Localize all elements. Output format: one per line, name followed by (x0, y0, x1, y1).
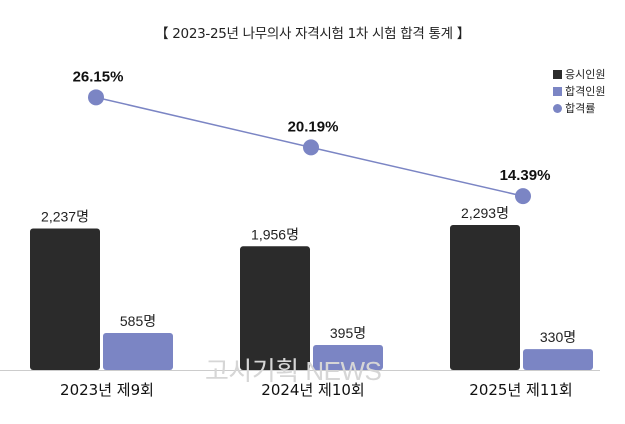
bar-applicants-2 (450, 225, 520, 370)
bar-passers-2 (523, 349, 593, 370)
pass-rate-point-1 (303, 139, 319, 156)
data-label-passers-1: 395명 (330, 325, 366, 341)
legend-swatch-pass-rate (553, 104, 562, 113)
x-tick-label-2: 2025년 제11회 (469, 381, 572, 399)
pass-rate-label-0: 26.15% (73, 68, 124, 85)
data-label-passers-2: 330명 (540, 329, 576, 345)
data-label-applicants-2: 2,293명 (461, 205, 509, 221)
pass-rate-point-2 (515, 188, 531, 205)
bar-passers-0 (103, 333, 173, 370)
legend-item-applicants: 응시인원 (553, 66, 605, 83)
bar-applicants-1 (240, 246, 310, 370)
legend-item-passers: 합격인원 (553, 83, 605, 100)
bar-passers-1 (313, 345, 383, 370)
pass-rate-label-2: 14.39% (500, 167, 551, 184)
legend-item-pass-rate: 합격률 (553, 100, 605, 117)
legend-label-passers: 합격인원 (565, 85, 606, 98)
pass-rate-label-1: 20.19% (288, 118, 339, 135)
legend-label-pass-rate: 합격률 (565, 102, 596, 115)
legend-swatch-applicants (553, 70, 562, 79)
chart-title: 【 2023-25년 나무의사 자격시험 1차 시험 합격 통계 】 (155, 26, 470, 42)
data-label-applicants-0: 2,237명 (41, 209, 89, 225)
legend-swatch-passers (553, 87, 562, 96)
data-label-passers-0: 585명 (120, 313, 156, 329)
x-tick-label-0: 2023년 제9회 (60, 381, 154, 399)
x-tick-label-1: 2024년 제10회 (261, 381, 364, 399)
watermark: 고시기획 NEWS (205, 356, 382, 386)
legend: 응시인원 합격인원 합격률 (553, 66, 605, 117)
data-label-applicants-1: 1,956명 (251, 226, 299, 242)
legend-label-applicants: 응시인원 (565, 68, 606, 81)
bar-applicants-0 (30, 228, 100, 370)
pass-rate-point-0 (88, 89, 104, 106)
